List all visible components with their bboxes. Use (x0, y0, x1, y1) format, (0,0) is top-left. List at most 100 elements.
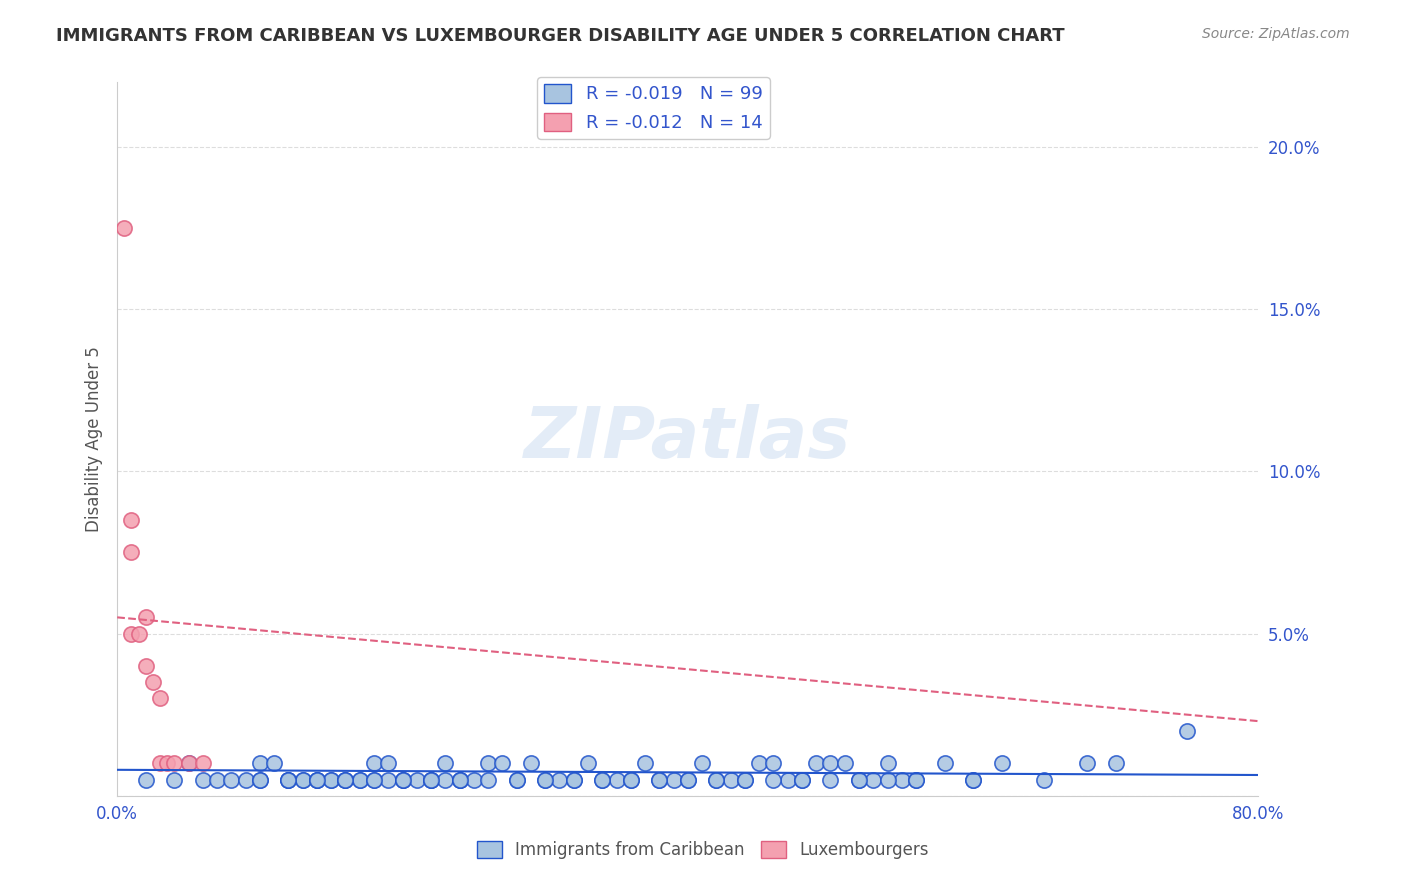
Point (449, 772, 471, 787)
Point (177, 756, 200, 771)
Point (962, 772, 984, 787)
Point (648, 772, 671, 787)
Y-axis label: Disability Age Under 5: Disability Age Under 5 (86, 346, 103, 532)
Point (349, 772, 371, 787)
Point (662, 772, 685, 787)
Point (263, 756, 285, 771)
Point (762, 772, 785, 787)
Point (135, 772, 157, 787)
Point (420, 772, 443, 787)
Point (249, 772, 271, 787)
Point (776, 772, 799, 787)
Point (562, 772, 585, 787)
Point (934, 756, 956, 771)
Point (534, 772, 557, 787)
Point (156, 756, 179, 771)
Text: Source: ZipAtlas.com: Source: ZipAtlas.com (1202, 27, 1350, 41)
Point (163, 772, 186, 787)
Point (620, 772, 643, 787)
Point (249, 772, 271, 787)
Point (477, 756, 499, 771)
Point (562, 772, 585, 787)
Point (477, 772, 499, 787)
Point (321, 772, 343, 787)
Point (291, 772, 314, 787)
Point (142, 675, 165, 690)
Legend: R = -0.019   N = 99, R = -0.012   N = 14: R = -0.019 N = 99, R = -0.012 N = 14 (537, 77, 770, 139)
Point (720, 772, 742, 787)
Point (1175, 723, 1198, 738)
Point (790, 772, 813, 787)
Point (834, 756, 856, 771)
Point (305, 772, 328, 787)
Point (321, 772, 343, 787)
Point (820, 772, 842, 787)
Point (890, 772, 912, 787)
Point (706, 772, 728, 787)
Point (876, 756, 898, 771)
Point (634, 756, 657, 771)
Text: ZIPatlas: ZIPatlas (524, 404, 852, 474)
Point (605, 772, 627, 787)
Point (377, 772, 399, 787)
Point (434, 756, 457, 771)
Point (391, 772, 413, 787)
Point (1033, 772, 1056, 787)
Point (120, 545, 142, 559)
Point (434, 772, 457, 787)
Point (905, 772, 928, 787)
Point (235, 772, 257, 787)
Point (405, 772, 427, 787)
Point (363, 772, 385, 787)
Point (790, 772, 813, 787)
Point (576, 756, 599, 771)
Point (205, 772, 228, 787)
Point (820, 756, 842, 771)
Point (990, 756, 1012, 771)
Point (848, 772, 870, 787)
Point (363, 756, 385, 771)
Point (305, 772, 328, 787)
Point (191, 772, 214, 787)
Point (748, 756, 770, 771)
Point (534, 772, 557, 787)
Point (349, 772, 371, 787)
Point (135, 610, 157, 624)
Point (1076, 756, 1098, 771)
Point (520, 756, 543, 771)
Point (734, 772, 756, 787)
Point (505, 772, 527, 787)
Point (128, 626, 150, 640)
Point (420, 772, 443, 787)
Point (377, 756, 399, 771)
Point (120, 626, 142, 640)
Point (449, 772, 471, 787)
Point (221, 772, 243, 787)
Point (876, 772, 898, 787)
Point (291, 772, 314, 787)
Point (363, 772, 385, 787)
Point (149, 756, 172, 771)
Point (676, 772, 699, 787)
Point (690, 756, 713, 771)
Point (962, 772, 984, 787)
Point (648, 772, 671, 787)
Point (163, 756, 186, 771)
Point (335, 772, 357, 787)
Point (249, 756, 271, 771)
Point (762, 756, 785, 771)
Point (112, 221, 135, 235)
Point (391, 772, 413, 787)
Point (420, 772, 443, 787)
Point (806, 756, 828, 771)
Point (505, 772, 527, 787)
Point (591, 772, 613, 787)
Text: IMMIGRANTS FROM CARIBBEAN VS LUXEMBOURGER DISABILITY AGE UNDER 5 CORRELATION CHA: IMMIGRANTS FROM CARIBBEAN VS LUXEMBOURGE… (56, 27, 1064, 45)
Legend: Immigrants from Caribbean, Luxembourgers: Immigrants from Caribbean, Luxembourgers (470, 834, 936, 866)
Point (905, 772, 928, 787)
Point (305, 772, 328, 787)
Point (335, 772, 357, 787)
Point (734, 772, 756, 787)
Point (491, 756, 513, 771)
Point (1105, 756, 1128, 771)
